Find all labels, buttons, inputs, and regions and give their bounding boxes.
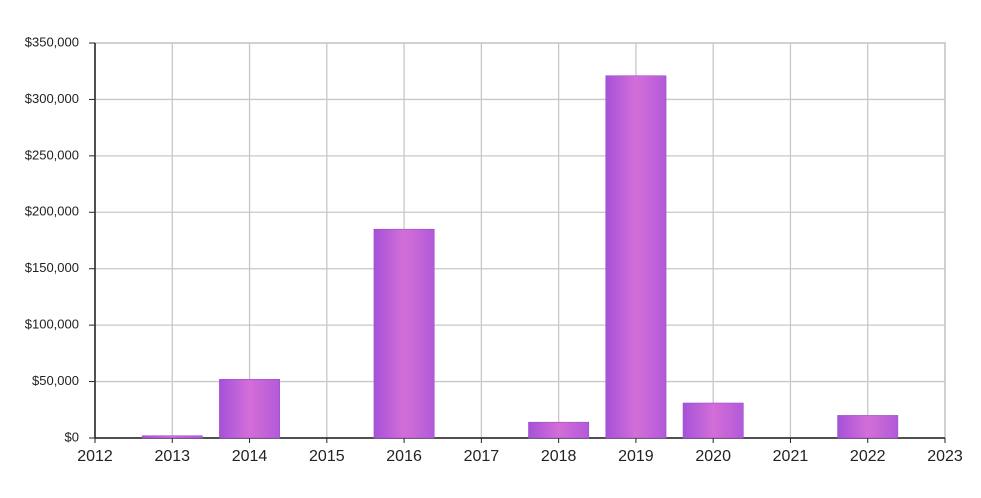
y-tick-label: $100,000 [25,317,79,332]
y-tick-label: $200,000 [25,204,79,219]
x-tick-label: 2023 [927,448,963,465]
y-tick-label: $150,000 [25,260,79,275]
x-tick-label: 2015 [309,448,345,465]
x-tick-label: 2012 [77,448,113,465]
x-tick-label: 2014 [232,448,268,465]
x-tick-label: 2016 [386,448,422,465]
x-tick-label: 2022 [850,448,886,465]
bar [219,379,280,439]
y-tick-label: $300,000 [25,91,79,106]
bar [373,228,435,439]
x-tick-label: 2017 [464,448,500,465]
x-tick-label: 2021 [773,448,809,465]
bar [141,435,203,439]
y-tick-label: $50,000 [32,373,79,388]
x-tick-label: 2013 [154,448,190,465]
x-tick-label: 2020 [695,448,731,465]
y-tick-label: $0 [65,429,79,444]
y-tick-label: $250,000 [25,147,79,162]
bar [528,421,590,439]
x-tick-label: 2019 [618,448,654,465]
plot-frame [94,42,946,439]
x-tick-label: 2018 [541,448,577,465]
y-tick-label: $350,000 [25,34,79,49]
bar [605,75,667,439]
bar [837,415,899,439]
bar [682,402,744,439]
